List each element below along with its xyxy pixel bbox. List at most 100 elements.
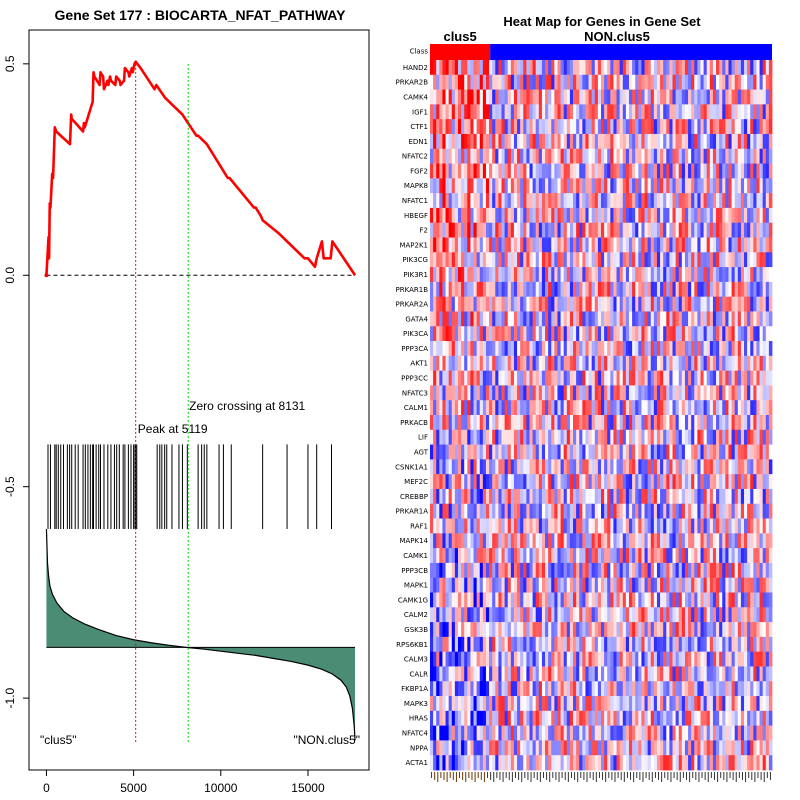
heatmap-cell xyxy=(495,355,499,372)
heatmap-cell xyxy=(482,311,487,327)
heatmap-cell xyxy=(492,355,496,372)
heatmap-cell xyxy=(476,444,481,460)
heatmap-cell xyxy=(520,296,524,312)
heatmap-cell xyxy=(501,148,506,164)
heatmap-cell xyxy=(660,666,664,682)
heatmap-cell xyxy=(753,355,757,372)
heatmap-cell xyxy=(557,562,561,579)
heatmap-cell xyxy=(430,533,434,549)
heatmap-cell xyxy=(501,385,506,401)
heatmap-cell xyxy=(672,636,677,653)
heatmap-cell xyxy=(467,651,471,667)
heatmap-cell xyxy=(759,311,764,327)
heatmap-cell xyxy=(526,385,530,401)
heatmap-cell xyxy=(557,607,561,623)
heatmap-cell xyxy=(747,222,751,238)
heatmap-cell xyxy=(747,503,751,519)
heatmap-cell xyxy=(619,444,624,460)
heatmap-cell xyxy=(563,562,568,579)
heatmap-cell xyxy=(638,533,642,549)
heatmap-cell xyxy=(594,666,599,682)
heatmap-cell xyxy=(697,252,701,268)
heatmap-cell xyxy=(728,385,732,401)
heatmap-cell xyxy=(457,370,462,386)
heatmap-cell xyxy=(712,178,717,194)
heatmap-cell xyxy=(473,503,478,519)
heatmap-cell xyxy=(641,518,645,534)
heatmap-cell xyxy=(454,296,459,312)
heatmap-cell xyxy=(750,267,754,283)
heatmap-cell xyxy=(706,163,711,179)
heatmap-cell xyxy=(545,696,549,712)
heatmap-cell xyxy=(653,444,658,460)
heatmap-cell xyxy=(445,533,450,549)
heatmap-cell xyxy=(756,503,760,519)
heatmap-cell xyxy=(731,415,736,431)
heatmap-cell xyxy=(753,607,757,623)
heatmap-cell xyxy=(697,267,701,283)
heatmap-cell xyxy=(526,518,530,534)
heatmap-row-fkbp1a xyxy=(430,681,773,697)
heatmap-cell xyxy=(510,518,515,534)
heatmap-cell xyxy=(725,429,729,445)
heatmap-cell xyxy=(551,429,555,445)
heatmap-cell xyxy=(492,74,496,90)
heatmap-cell xyxy=(451,681,456,697)
heatmap-cell xyxy=(672,562,677,579)
heatmap-cell xyxy=(625,636,630,653)
heatmap-cell xyxy=(461,636,465,653)
heatmap-cell xyxy=(725,488,729,505)
heatmap-cell xyxy=(684,178,689,194)
heatmap-cell xyxy=(663,429,667,445)
heatmap-cell xyxy=(485,666,490,682)
heatmap-cell xyxy=(678,60,683,76)
heatmap-cell xyxy=(451,370,456,386)
heatmap-cell xyxy=(753,474,757,490)
heatmap-cell xyxy=(656,577,661,593)
heatmap-cell xyxy=(644,163,649,179)
heatmap-cell xyxy=(750,326,754,342)
heatmap-cell xyxy=(740,488,745,505)
heatmap-cell xyxy=(756,651,760,667)
heatmap-cell xyxy=(610,74,614,90)
heatmap-cell xyxy=(510,104,515,120)
heatmap-cell xyxy=(451,459,456,475)
heatmap-cell xyxy=(504,400,509,416)
heatmap-cell xyxy=(709,104,714,120)
heatmap-cell xyxy=(722,74,726,90)
heatmap-cell xyxy=(688,696,692,712)
heatmap-cell xyxy=(616,474,621,490)
heatmap-cell xyxy=(744,267,748,283)
heatmap-cell xyxy=(694,429,698,445)
heatmap-cell xyxy=(464,133,468,150)
heatmap-cell xyxy=(560,163,565,179)
heatmap-cell xyxy=(765,562,770,579)
heatmap-cell xyxy=(579,311,583,327)
heatmap-cell xyxy=(762,666,767,682)
heatmap-cell xyxy=(439,133,443,150)
heatmap-cell xyxy=(619,607,624,623)
heatmap-cell xyxy=(557,74,561,90)
heatmap-cell xyxy=(768,311,773,327)
heatmap-cell xyxy=(638,592,642,608)
heatmap-cell xyxy=(684,222,689,238)
heatmap-cell xyxy=(753,326,757,342)
heatmap-cell xyxy=(762,622,767,638)
heatmap-cell xyxy=(551,163,555,179)
heatmap-cell xyxy=(712,696,717,712)
heatmap-cell xyxy=(700,444,704,460)
heatmap-cell xyxy=(632,74,636,90)
heatmap-cell xyxy=(588,296,593,312)
heatmap-cell xyxy=(573,696,577,712)
heatmap-cell xyxy=(709,281,714,298)
heatmap-cell xyxy=(675,133,680,150)
heatmap-cell xyxy=(548,651,552,667)
heatmap-cell xyxy=(594,60,599,76)
heatmap-cell xyxy=(523,355,527,372)
heatmap-cell xyxy=(470,518,474,534)
heatmap-cell xyxy=(762,163,767,179)
heatmap-cell xyxy=(448,193,453,209)
heatmap-cell xyxy=(557,178,561,194)
heatmap-cell xyxy=(504,89,509,105)
heatmap-cell xyxy=(722,562,726,579)
